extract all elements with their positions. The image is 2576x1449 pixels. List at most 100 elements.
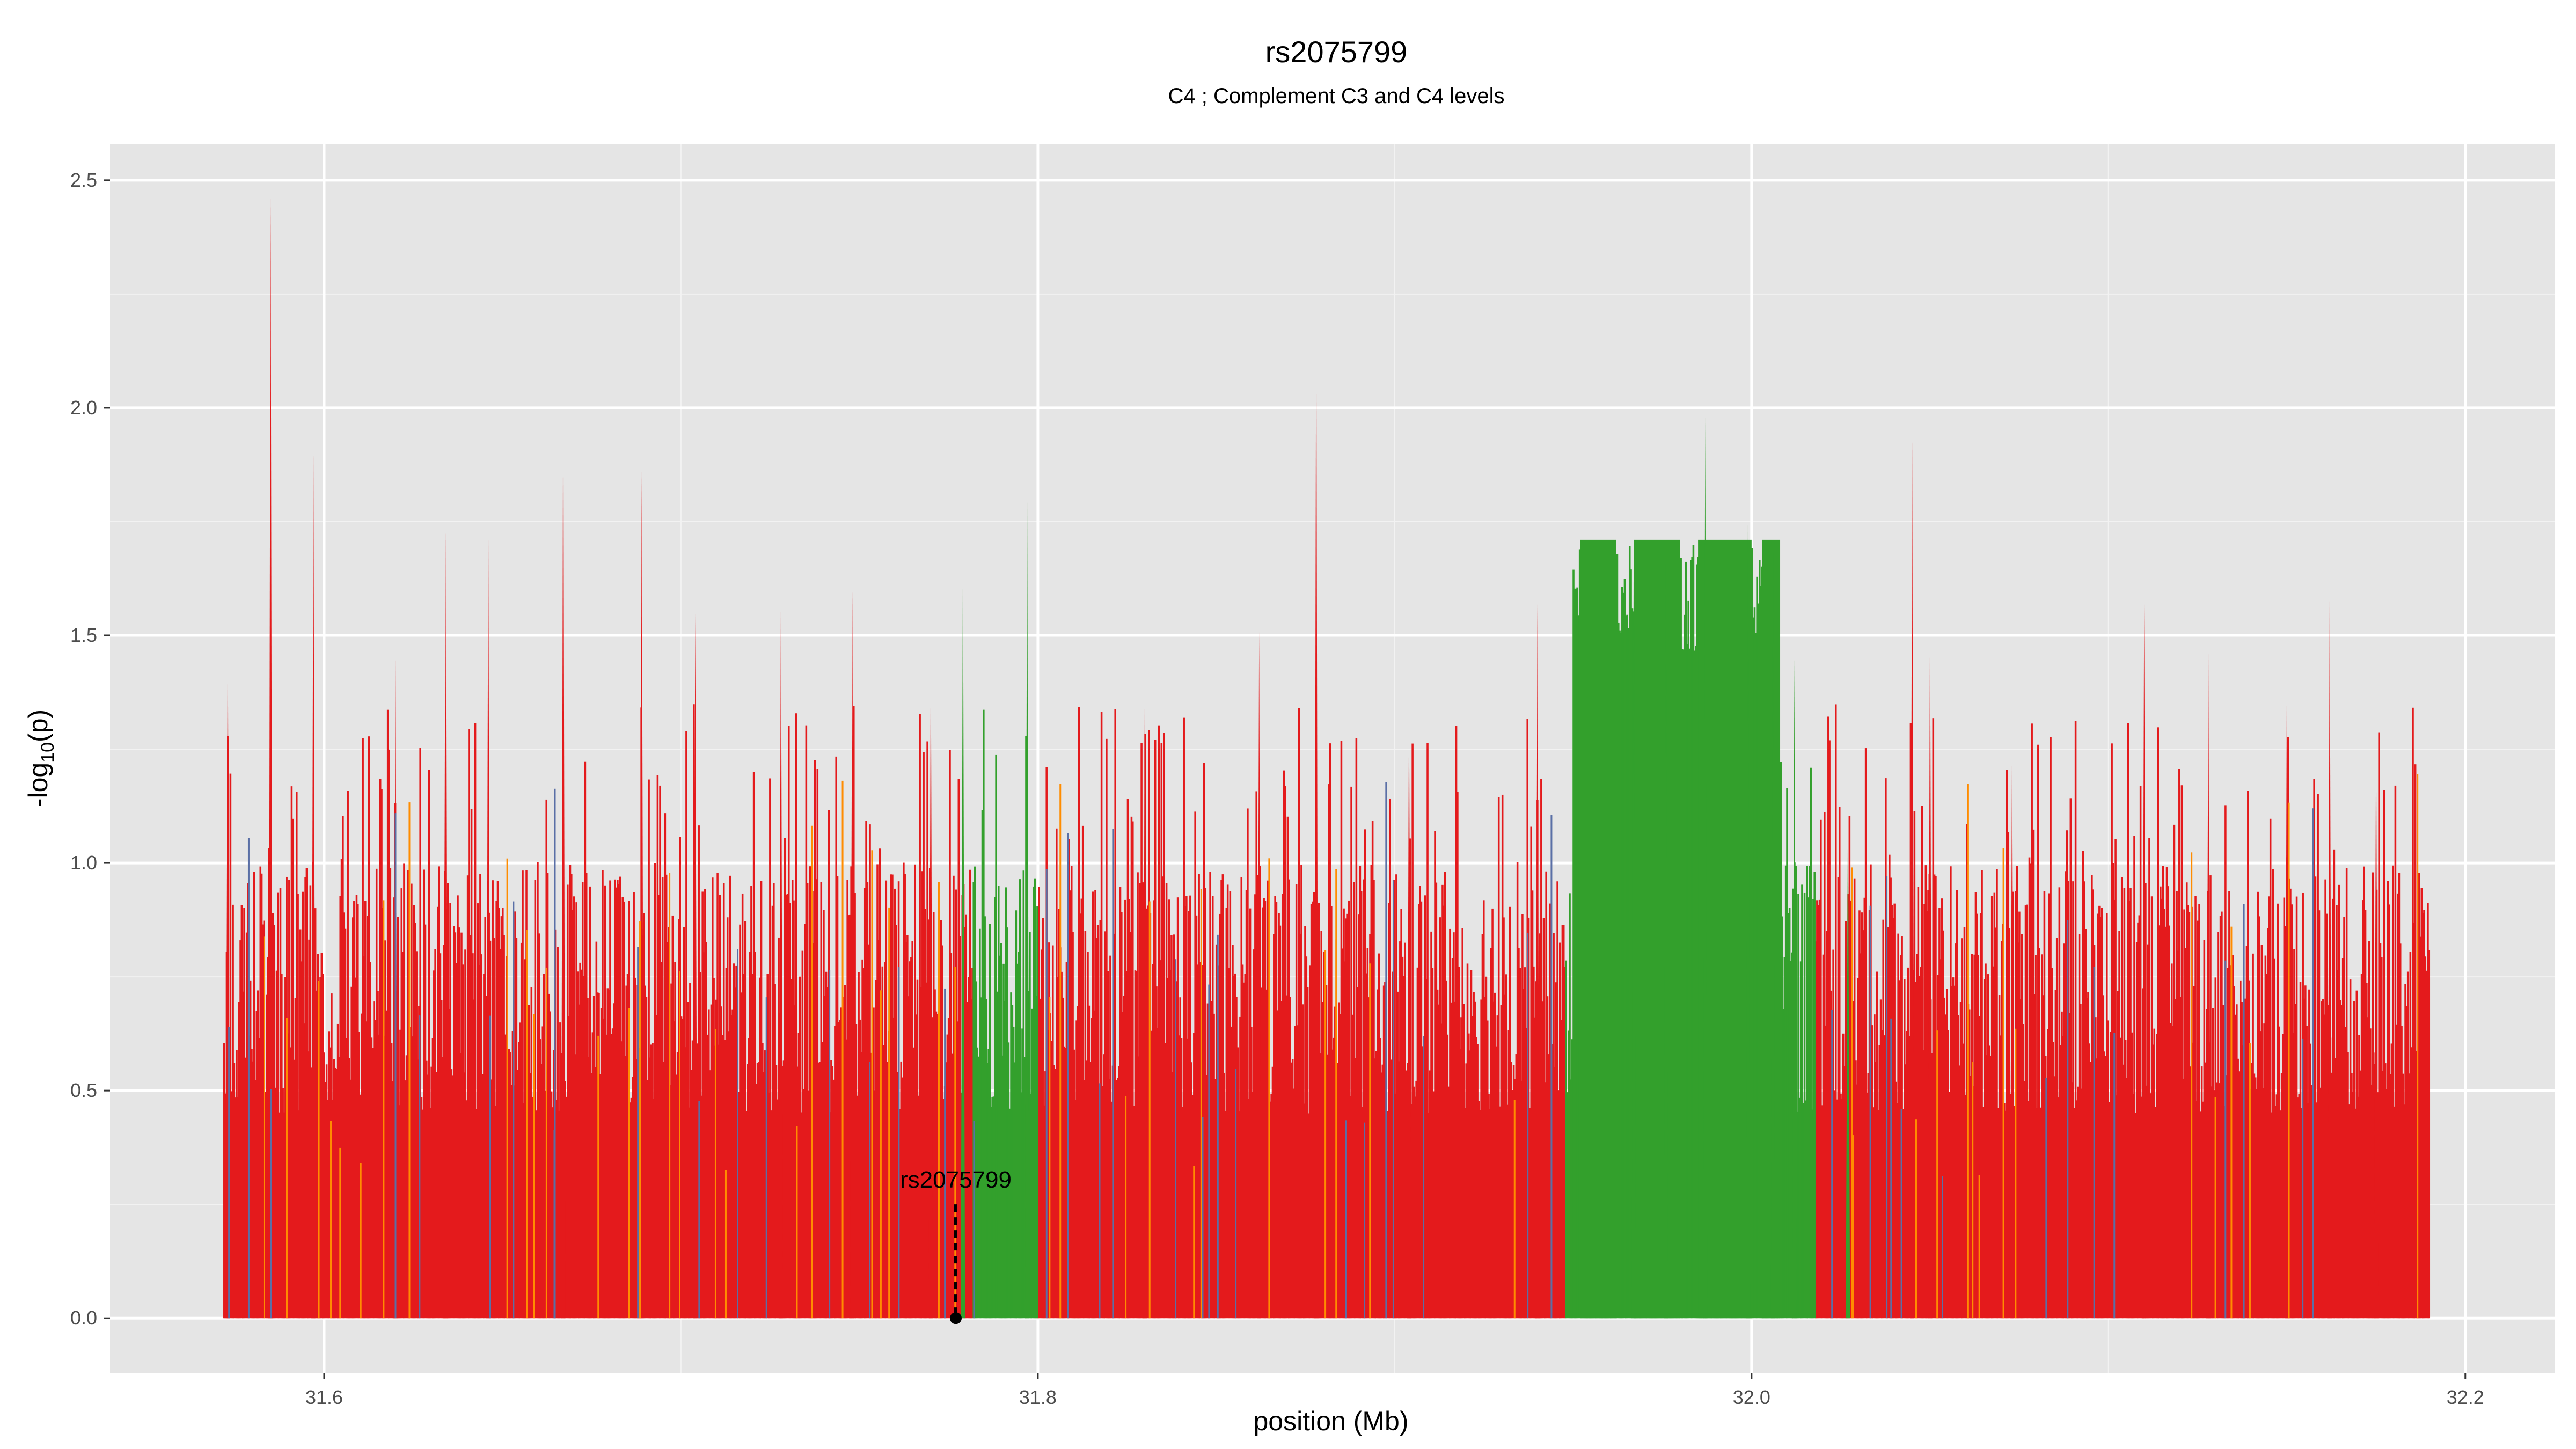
area-bar — [817, 1062, 820, 1319]
area-bar — [264, 1092, 267, 1319]
area-bar — [1469, 1050, 1471, 1319]
area-bar — [1506, 1104, 1509, 1319]
area-bar — [1881, 1030, 1883, 1319]
area-bar — [1420, 901, 1423, 1319]
area-bar — [1444, 872, 1446, 1319]
area-bar — [1219, 913, 1221, 1319]
area-bar — [522, 870, 524, 1319]
area-bar — [1959, 1002, 1962, 1319]
area-bar — [370, 1037, 373, 1319]
area-bar — [1305, 956, 1308, 1319]
area-bar — [374, 1020, 377, 1319]
area-bar — [1795, 866, 1797, 1319]
accent-line — [2288, 802, 2290, 1319]
area-bar — [860, 1052, 862, 1319]
area-bar — [775, 1065, 778, 1319]
area-bar — [932, 912, 935, 1319]
accent-line — [1886, 876, 1888, 1319]
area-bar — [626, 974, 629, 1319]
area-bar — [939, 978, 941, 1319]
area-bar — [1569, 893, 1571, 1319]
area-bar — [749, 952, 751, 1319]
area-bar — [1370, 865, 1373, 1319]
area-bar — [1877, 1110, 1879, 1319]
area-bar — [1229, 891, 1232, 1319]
area-bar — [1885, 778, 1887, 1319]
area-bar — [2344, 1027, 2347, 1319]
area-bar — [892, 1017, 895, 1319]
area-bar — [1185, 896, 1188, 1319]
area-bar — [336, 1023, 339, 1319]
area-bar — [373, 1001, 375, 1319]
area-bar — [423, 869, 425, 1319]
area-bar — [328, 1031, 331, 1319]
area-bar — [1784, 865, 1787, 1319]
area-bar — [2082, 851, 2084, 1319]
area-bar — [2183, 909, 2185, 1319]
area-bar — [2095, 1017, 2097, 1319]
area-bar — [661, 877, 664, 1319]
area-bar — [2160, 886, 2162, 1319]
area-bar — [1255, 791, 1257, 1319]
area-bar — [502, 908, 504, 1319]
area-bar — [981, 810, 984, 1319]
area-bar — [984, 916, 986, 1319]
area-bar — [462, 964, 464, 1319]
area-bar — [559, 1022, 561, 1319]
area-bar — [623, 901, 625, 1319]
area-bar — [583, 976, 585, 1319]
area-bar — [2209, 875, 2212, 1319]
area-bar — [1138, 1056, 1140, 1319]
area-bar — [1363, 879, 1365, 1319]
area-bar — [1232, 945, 1234, 1319]
area-bar — [1863, 897, 1866, 1319]
area-bar — [1560, 1019, 1562, 1319]
area-bar — [2139, 785, 2142, 1319]
area-bar — [1472, 1016, 1474, 1319]
area-bar — [1525, 1028, 1527, 1319]
area-bar — [1904, 979, 1906, 1319]
area-bar — [2070, 1082, 2073, 1319]
area-bar — [2240, 980, 2242, 1319]
area-bar — [538, 933, 540, 1319]
x-tick-label: 31.6 — [305, 1386, 343, 1408]
area-bar — [2265, 974, 2268, 1319]
accent-line — [1148, 901, 1151, 1319]
area-bar — [1243, 982, 1245, 1319]
area-bar — [656, 775, 659, 1319]
area-bar — [1575, 589, 1577, 1319]
area-bar — [546, 873, 549, 1319]
area-bar — [713, 978, 715, 1319]
area-bar — [1451, 958, 1454, 1319]
area-bar — [253, 872, 255, 1319]
area-bar — [2405, 1006, 2408, 1319]
accent-line — [1890, 1018, 1892, 1319]
area-bar — [573, 896, 575, 1319]
area-bar — [747, 1064, 749, 1319]
area-bar — [244, 1057, 247, 1319]
area-bar — [460, 932, 463, 1319]
area-bar — [1221, 874, 1224, 1319]
area-bar — [936, 1014, 939, 1319]
area-bar — [385, 1010, 388, 1319]
area-bar — [1484, 997, 1486, 1319]
area-bar — [1834, 704, 1837, 1319]
area-bar — [1832, 949, 1834, 1319]
area-bar — [905, 942, 908, 1319]
area-bar — [914, 864, 916, 1319]
area-bar — [1682, 649, 1685, 1319]
area-bar — [1289, 997, 1291, 1319]
area-bar — [2323, 1014, 2325, 1319]
area-bar — [804, 924, 806, 1319]
area-bar — [1410, 1104, 1413, 1319]
data-area — [223, 198, 2431, 1319]
area-bar — [1495, 1046, 1497, 1319]
area-bar — [865, 821, 867, 1319]
area-bar — [1993, 892, 1996, 1319]
area-bar — [797, 1033, 800, 1319]
area-bar — [687, 1107, 690, 1319]
area-bar — [999, 955, 1001, 1319]
y-axis-title-subscript: 10 — [38, 742, 58, 763]
area-bar — [1862, 930, 1864, 1319]
area-bar — [699, 972, 701, 1319]
